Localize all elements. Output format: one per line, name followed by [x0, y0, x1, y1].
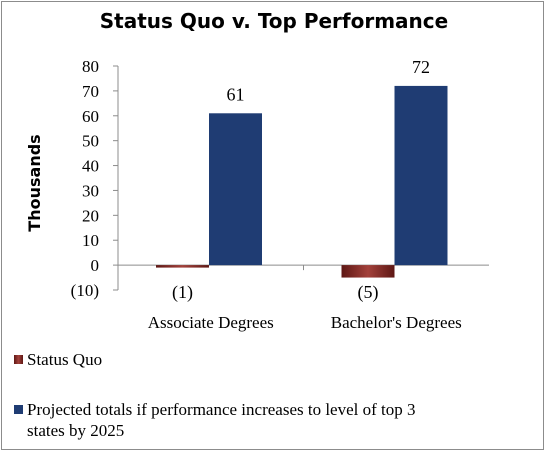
y-tick-label: 40 — [82, 157, 99, 176]
y-tick-label: 10 — [82, 231, 99, 250]
x-tick-label: Bachelor's Degrees — [331, 313, 462, 332]
y-tick-label: 60 — [82, 107, 99, 126]
y-tick-label: (10) — [71, 281, 99, 300]
y-tick-label: 30 — [82, 181, 99, 200]
data-label: 61 — [227, 84, 245, 104]
legend-swatch — [14, 405, 23, 414]
legend-swatch — [14, 355, 23, 364]
data-label: (5) — [358, 282, 379, 303]
legend: Status Quo Projected totals if performanc… — [14, 350, 416, 440]
y-tick-label: 20 — [82, 206, 99, 225]
y-tick-label: 70 — [82, 82, 99, 101]
bar-status-quo — [341, 265, 395, 278]
x-tick-label: Associate Degrees — [148, 313, 274, 332]
legend-entry-top-performance: Projected totals if performance increase… — [27, 400, 416, 440]
bar-status-quo — [156, 265, 209, 268]
y-axis-label: Thousands — [25, 134, 44, 231]
legend-entry-status-quo: Status Quo — [27, 350, 102, 369]
y-tick-label: 0 — [91, 256, 100, 275]
chart-title: Status Quo v. Top Performance — [100, 9, 448, 33]
data-label: 72 — [412, 57, 430, 77]
y-tick-label: 80 — [82, 57, 99, 76]
plot-area: (10) 0 10 20 30 40 50 60 70 80 Associate Degrees (1… — [71, 57, 489, 332]
bar-top-performance — [394, 85, 448, 266]
y-tick-label: 50 — [82, 132, 99, 151]
data-label: (1) — [172, 282, 193, 303]
bar-top-performance — [209, 113, 262, 266]
